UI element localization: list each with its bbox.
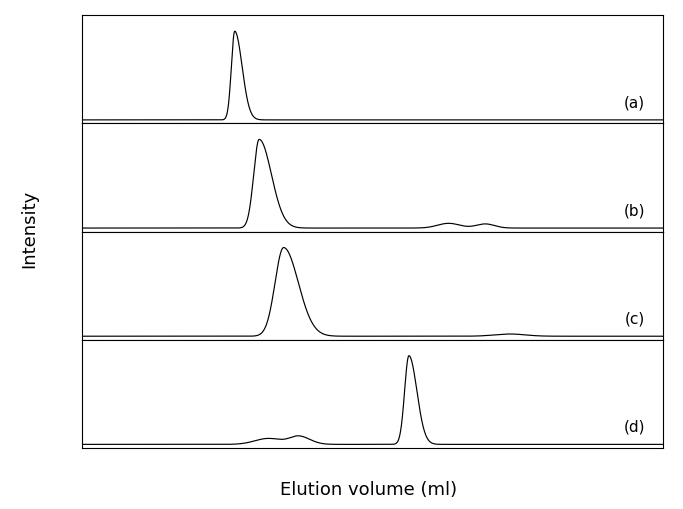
Text: (a): (a) [624, 96, 645, 110]
Text: (c): (c) [625, 312, 645, 327]
Text: (d): (d) [624, 420, 645, 435]
Text: Elution volume (ml): Elution volume (ml) [280, 481, 458, 499]
Text: (b): (b) [624, 204, 645, 219]
Text: Intensity: Intensity [20, 190, 38, 268]
